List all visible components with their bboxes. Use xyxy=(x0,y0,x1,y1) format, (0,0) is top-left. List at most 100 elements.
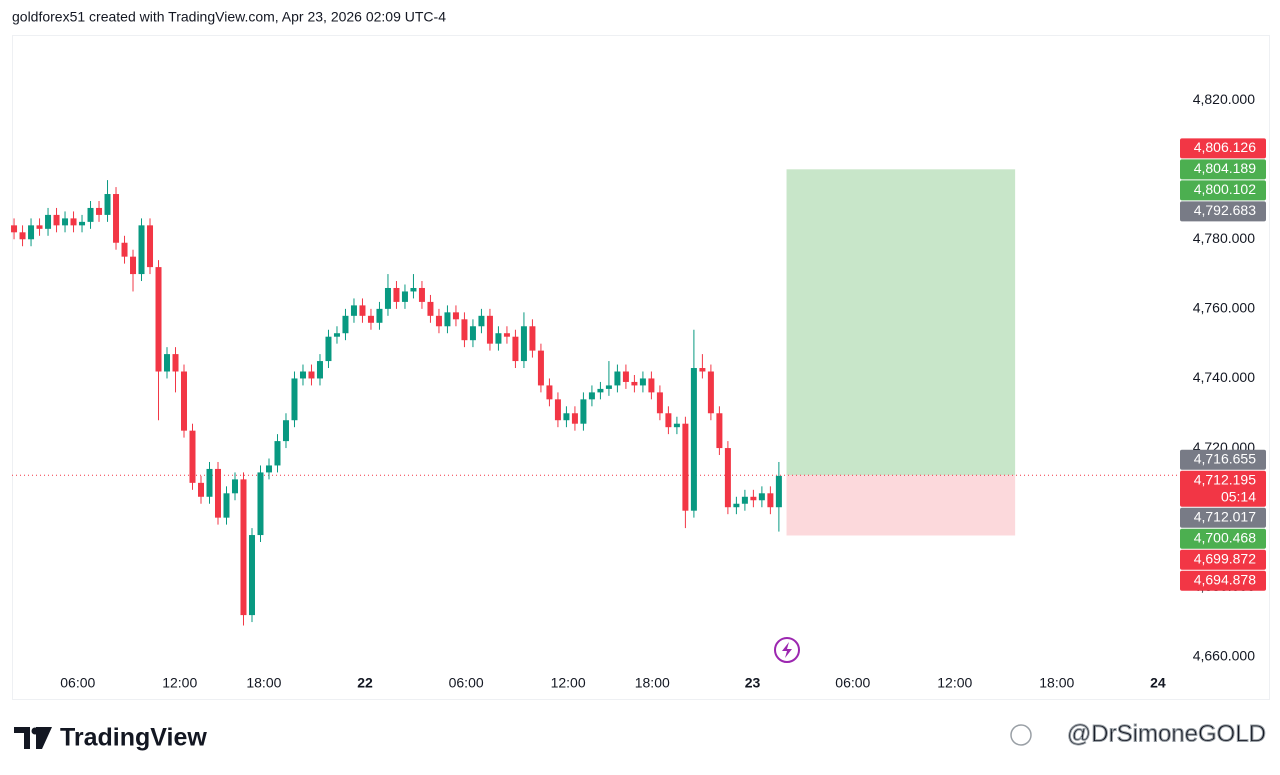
x-tick-label: 06:00 xyxy=(835,675,870,691)
candle-body xyxy=(104,194,111,215)
header-text: goldforex51 created with TradingView.com… xyxy=(12,9,446,25)
candle-body xyxy=(588,392,595,400)
x-tick-label: 18:00 xyxy=(1039,675,1074,691)
logo-mark xyxy=(14,727,52,749)
candle-body xyxy=(231,479,238,494)
candle-body xyxy=(520,326,527,362)
price-label: 4,792.683 xyxy=(1194,202,1256,218)
candle-body xyxy=(478,315,485,327)
x-tick-label: 06:00 xyxy=(60,675,95,691)
candle-body xyxy=(631,381,638,386)
candle-body xyxy=(716,413,723,449)
candle-body xyxy=(79,221,86,226)
candle-body xyxy=(214,468,221,518)
x-tick-label: 18:00 xyxy=(246,675,281,691)
price-label-box xyxy=(1180,507,1266,528)
candle-body xyxy=(70,218,77,226)
candle-body xyxy=(546,385,553,400)
candle-body xyxy=(121,242,128,257)
x-tick-label: 12:00 xyxy=(162,675,197,691)
candle-body xyxy=(580,399,587,424)
candle-body xyxy=(469,326,476,341)
price-label-box xyxy=(1180,570,1266,591)
candle-body xyxy=(775,475,782,508)
candle-body xyxy=(427,301,434,316)
candle-body xyxy=(274,441,281,466)
candle-body xyxy=(673,423,680,428)
price-label: 4,804.189 xyxy=(1194,160,1256,176)
y-tick-label: 4,780.000 xyxy=(1193,230,1255,246)
candle-body xyxy=(53,214,60,226)
candle-body xyxy=(486,315,493,344)
price-label-box xyxy=(1180,549,1266,570)
candle-body xyxy=(172,354,179,372)
watermark-icon xyxy=(1010,724,1032,746)
brand-text: TradingView xyxy=(60,724,207,752)
candle-body xyxy=(155,267,162,372)
candle-body xyxy=(571,413,578,424)
candle-body xyxy=(130,256,137,275)
candle-body xyxy=(699,368,706,372)
price-countdown: 05:14 xyxy=(1221,488,1256,504)
chart-frame xyxy=(12,35,1270,700)
price-label: 4,700.468 xyxy=(1194,529,1256,545)
candle-body xyxy=(96,207,103,215)
x-tick-label: 12:00 xyxy=(551,675,586,691)
candle-body xyxy=(28,225,35,240)
price-label: 4,694.878 xyxy=(1194,571,1256,587)
candle-body xyxy=(181,371,188,431)
candle-body xyxy=(639,378,646,386)
candle-body xyxy=(240,479,247,616)
candle-body xyxy=(282,420,289,442)
candle-body xyxy=(605,385,612,389)
alert-icon[interactable] xyxy=(774,637,800,663)
candle-body xyxy=(62,218,69,226)
candle-body xyxy=(512,336,519,362)
candle-body xyxy=(248,535,255,616)
candle-body xyxy=(376,308,383,323)
candle-body xyxy=(733,503,740,508)
logo-dot xyxy=(31,727,39,735)
price-label: 4,712.195 xyxy=(1194,471,1256,487)
y-tick-label: 4,820.000 xyxy=(1193,91,1255,107)
candle-body xyxy=(401,291,408,302)
candle-body xyxy=(724,448,731,508)
alert-bolt xyxy=(782,642,792,658)
candle-body xyxy=(563,413,570,421)
x-tick-label: 23 xyxy=(745,675,761,691)
candle-body xyxy=(45,214,52,229)
watermark-text: @DrSimoneGOLD xyxy=(1067,720,1266,747)
x-tick-label: 12:00 xyxy=(937,675,972,691)
candle-body xyxy=(19,232,26,240)
candle-body xyxy=(435,315,442,327)
candle-body xyxy=(384,287,391,309)
candle-body xyxy=(147,225,154,268)
candle-body xyxy=(206,468,213,497)
price-label-box xyxy=(1180,470,1266,507)
candle-body xyxy=(648,378,655,393)
candle-body xyxy=(495,333,502,344)
candle-body xyxy=(665,413,672,428)
candle-body xyxy=(690,368,697,511)
price-label-box xyxy=(1180,159,1266,180)
candle-body xyxy=(503,333,510,337)
y-tick-label: 4,740.000 xyxy=(1193,369,1255,385)
price-label: 4,699.872 xyxy=(1194,550,1256,566)
candle-body xyxy=(189,430,196,483)
candle-body xyxy=(461,319,468,341)
candle-body xyxy=(342,315,349,334)
candle-body xyxy=(316,361,323,379)
price-label-box xyxy=(1180,180,1266,201)
profit-zone xyxy=(786,169,1016,476)
candle-body xyxy=(758,493,765,501)
candle-body xyxy=(198,482,205,497)
candle-body xyxy=(138,225,145,275)
candle-body xyxy=(750,496,757,501)
price-label: 4,806.126 xyxy=(1194,139,1256,155)
y-tick-label: 4,660.000 xyxy=(1193,648,1255,664)
candle-body xyxy=(767,493,774,508)
candle-body xyxy=(11,225,18,233)
